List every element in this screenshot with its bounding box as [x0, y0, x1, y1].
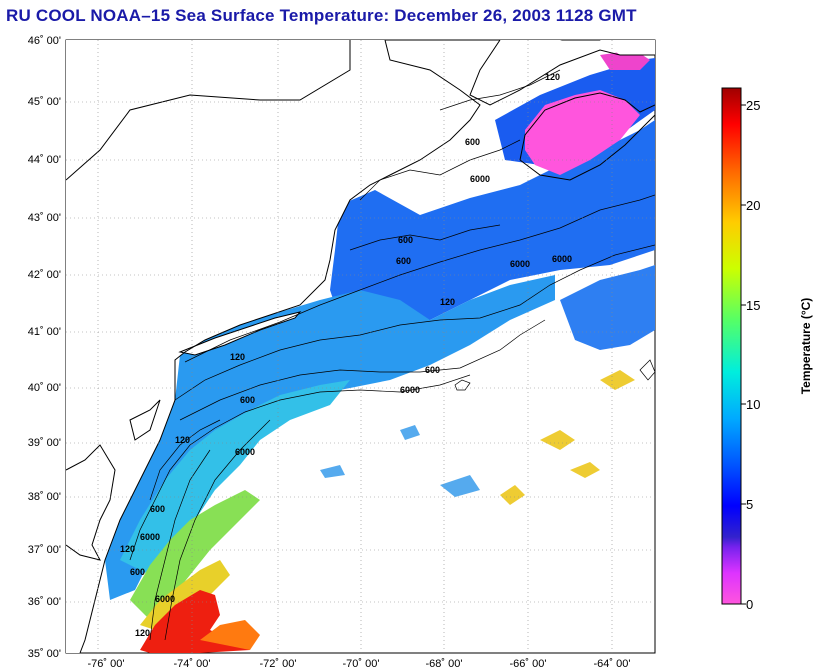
coastline-delaware — [129, 399, 161, 441]
sst-warm-yellow — [140, 560, 230, 635]
contour-label: 600 — [425, 365, 440, 375]
contour-label: 600 — [398, 235, 413, 245]
contour-label: 600 — [465, 137, 480, 147]
sst-scatter-warm — [500, 370, 635, 505]
lon-label: -70˚ 00' — [343, 658, 380, 670]
colorbar-tick-label: 0 — [746, 597, 753, 612]
bathymetry-contours — [129, 69, 655, 641]
land-mainland — [66, 40, 480, 653]
lat-label: 38˚ 00' — [28, 491, 61, 503]
lon-label: -76˚ 00' — [88, 658, 125, 670]
land-long-island — [180, 312, 300, 355]
lon-label: -74˚ 00' — [174, 658, 211, 670]
contour-label: 120 — [175, 435, 190, 445]
lon-labels: -76˚ 00' -74˚ 00' -72˚ 00' -70˚ 00' -68˚… — [88, 658, 631, 670]
contour-label-group: 120 600 6000 600 600 6000 6000 120 600 6… — [120, 72, 572, 638]
colorbar-tick-label: 25 — [746, 98, 760, 113]
lat-label: 43˚ 00' — [28, 212, 61, 224]
lat-label: 44˚ 00' — [28, 154, 61, 166]
sst-scatter-blue — [320, 425, 480, 497]
contour-label: 6000 — [510, 259, 530, 269]
contour-label: 120 — [135, 628, 150, 638]
contour-label: 6000 — [235, 447, 255, 457]
sst-shelf-blue — [105, 275, 555, 600]
lat-label: 35˚ 00' — [28, 648, 61, 660]
colorbar-tick-label: 20 — [746, 198, 760, 213]
lat-label: 46˚ 00' — [28, 35, 61, 47]
colorbar-tick-label: 15 — [746, 298, 760, 313]
contour-label: 120 — [120, 544, 135, 554]
contour-label: 6000 — [155, 594, 175, 604]
contour-label: 600 — [150, 504, 165, 514]
lat-labels: 46˚ 00' 45˚ 00' 44˚ 00' 43˚ 00' 42˚ 00' … — [28, 35, 61, 660]
land-new-brunswick — [470, 40, 600, 105]
coastline-chesapeake — [66, 444, 116, 561]
sst-layer — [66, 40, 655, 653]
sst-warm-green — [130, 490, 260, 620]
contour-label: 600 — [396, 256, 411, 266]
lat-label: 36˚ 00' — [28, 596, 61, 608]
contour-label: 120 — [230, 352, 245, 362]
sst-slope-cyan — [120, 380, 350, 580]
contour-label: 6000 — [470, 174, 490, 184]
contour-label: 6000 — [400, 385, 420, 395]
colorbar-scale — [721, 87, 742, 605]
sst-nova-scotia-cold — [525, 90, 640, 175]
lat-label: 37˚ 00' — [28, 544, 61, 556]
lat-label: 42˚ 00' — [28, 269, 61, 281]
contour-label: 600 — [130, 567, 145, 577]
colorbar-tick-label: 10 — [746, 397, 760, 412]
sst-gulf-of-maine — [330, 120, 655, 330]
coastline-main — [66, 40, 481, 653]
sst-gulfstream-orange — [200, 620, 260, 650]
lat-label: 39˚ 00' — [28, 437, 61, 449]
colorbar-ticks — [741, 104, 746, 605]
lat-label: 41˚ 00' — [28, 326, 61, 338]
colorbar-title: Temperature (°C) — [799, 298, 813, 395]
coastline-nova-scotia — [519, 92, 655, 181]
contour-label: 6000 — [140, 532, 160, 542]
land-pei-region — [600, 40, 655, 55]
sst-east-blue-patches — [560, 265, 655, 350]
contour-label: 120 — [440, 297, 455, 307]
contour-label: 6000 — [552, 254, 572, 264]
lon-label: -68˚ 00' — [426, 658, 463, 670]
map-title: RU COOL NOAA–15 Sea Surface Temperature:… — [6, 6, 637, 25]
colorbar-tick-label: 5 — [746, 497, 753, 512]
contour-label: 600 — [240, 395, 255, 405]
contour-label: 120 — [545, 72, 560, 82]
lat-label: 45˚ 00' — [28, 96, 61, 108]
lon-label: -72˚ 00' — [260, 658, 297, 670]
lon-label: -66˚ 00' — [510, 658, 547, 670]
lon-label: -64˚ 00' — [594, 658, 631, 670]
coastline-new-brunswick — [469, 40, 655, 106]
colorbar: 0 5 10 15 20 25 Temperature (°C) — [721, 87, 813, 612]
lat-label: 40˚ 00' — [28, 382, 61, 394]
